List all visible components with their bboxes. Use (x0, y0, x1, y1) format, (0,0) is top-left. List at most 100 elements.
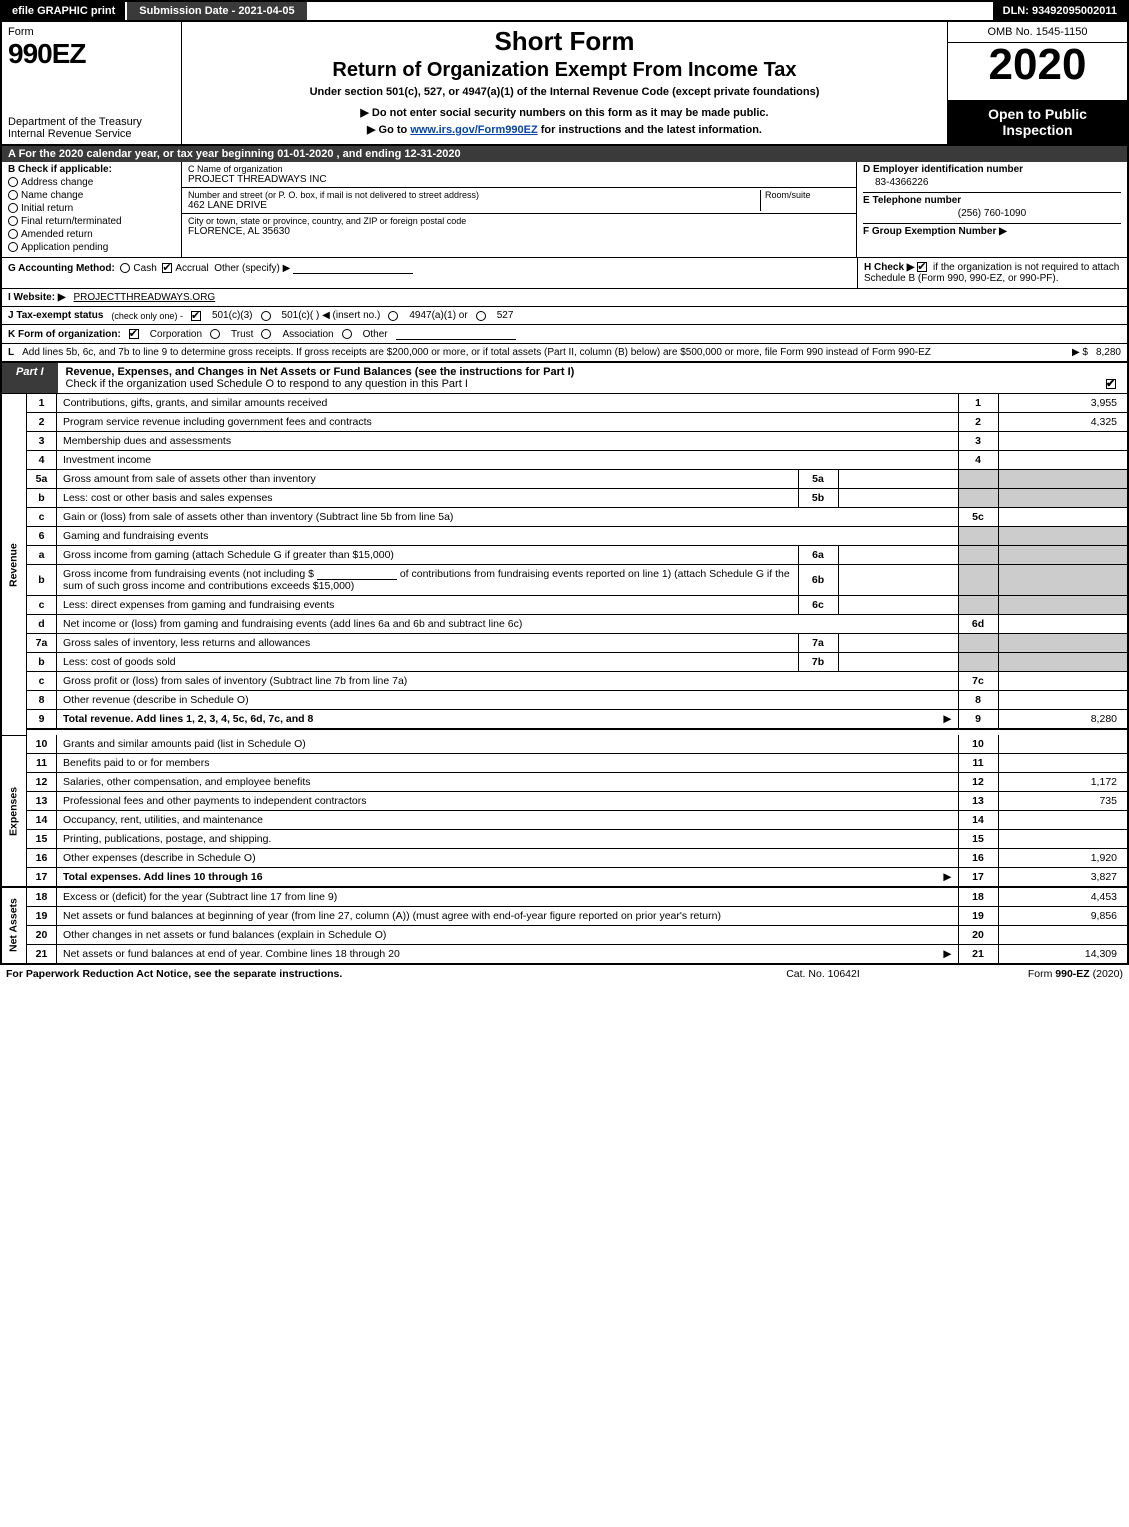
line-18-no: 18 (27, 887, 57, 907)
form-org-label: K Form of organization: (8, 329, 121, 340)
other-specify-blank[interactable] (293, 262, 413, 274)
line-12-val: 1,172 (998, 773, 1128, 792)
instr-goto-post: for instructions and the latest informat… (538, 124, 762, 136)
line-5b-rno (958, 489, 998, 508)
line-20-rno: 20 (958, 926, 998, 945)
chk-501c3[interactable] (191, 311, 201, 321)
telephone-value: (256) 760-1090 (863, 208, 1121, 219)
row-g-h: G Accounting Method: Cash Accrual Other … (0, 258, 1129, 289)
line-7a-mno: 7a (798, 634, 838, 653)
line-21-desc: Net assets or fund balances at end of ye… (63, 948, 400, 960)
chk-corporation[interactable] (129, 329, 139, 339)
line-3-rno: 3 (958, 432, 998, 451)
line-6c-mval (838, 596, 958, 615)
other-org-blank[interactable] (396, 328, 516, 340)
website-value[interactable]: PROJECTTHREADWAYS.ORG (74, 292, 216, 303)
line-10-val (998, 735, 1128, 754)
line-17-val: 3,827 (998, 868, 1128, 888)
line-7b-val (998, 653, 1128, 672)
chk-address-change[interactable]: Address change (8, 177, 175, 188)
line-6c-no: c (27, 596, 57, 615)
radio-527[interactable] (476, 311, 486, 321)
opt-4947: 4947(a)(1) or (409, 310, 467, 321)
line-11-desc: Benefits paid to or for members (63, 757, 209, 769)
line-6-val (998, 527, 1128, 546)
line-1-rno: 1 (958, 394, 998, 413)
opt-trust: Trust (231, 329, 253, 340)
subtitle: Under section 501(c), 527, or 4947(a)(1)… (192, 86, 937, 98)
chk-amended-return[interactable]: Amended return (8, 229, 175, 240)
line-19-desc: Net assets or fund balances at beginning… (63, 910, 721, 922)
chk-schedule-b[interactable] (917, 262, 927, 272)
line-14-val (998, 811, 1128, 830)
line-6d-rno: 6d (958, 615, 998, 634)
line-3-desc: Membership dues and assessments (63, 435, 231, 447)
header-right: OMB No. 1545-1150 2020 Open to Public In… (947, 22, 1127, 144)
website-label: I Website: ▶ (8, 292, 66, 303)
line-8-desc: Other revenue (describe in Schedule O) (63, 694, 249, 706)
netassets-sidebar: Net Assets (1, 887, 27, 964)
radio-cash[interactable] (120, 263, 130, 273)
line-18-rno: 18 (958, 887, 998, 907)
line-9-no: 9 (27, 710, 57, 730)
opt-cash: Cash (133, 263, 156, 274)
line-10-rno: 10 (958, 735, 998, 754)
line-19-rno: 19 (958, 907, 998, 926)
opt-corporation: Corporation (150, 329, 202, 340)
line-8-no: 8 (27, 691, 57, 710)
footer-catno: Cat. No. 10642I (723, 968, 923, 980)
tax-exempt-label: J Tax-exempt status (8, 310, 103, 321)
line-6a-mno: 6a (798, 546, 838, 565)
chk-name-change[interactable]: Name change (8, 190, 175, 201)
line-10-desc: Grants and similar amounts paid (list in… (63, 738, 306, 750)
chk-initial-return[interactable]: Initial return (8, 203, 175, 214)
row-k-form-org: K Form of organization: Corporation Trus… (0, 325, 1129, 344)
line-5b-mno: 5b (798, 489, 838, 508)
line-14-rno: 14 (958, 811, 998, 830)
header-title-block: Short Form Return of Organization Exempt… (182, 22, 947, 144)
room-label: Room/suite (765, 190, 850, 200)
radio-association[interactable] (261, 329, 271, 339)
opt-501c: 501(c)( ) ◀ (insert no.) (282, 310, 381, 321)
line-20-no: 20 (27, 926, 57, 945)
line-6d-no: d (27, 615, 57, 634)
line-15-rno: 15 (958, 830, 998, 849)
efile-print-button[interactable]: efile GRAPHIC print (2, 2, 127, 20)
line-7a-val (998, 634, 1128, 653)
line-6a-rno (958, 546, 998, 565)
irs-link[interactable]: www.irs.gov/Form990EZ (410, 124, 537, 136)
header-left: Form 990EZ Department of the Treasury In… (2, 22, 182, 144)
page-footer: For Paperwork Reduction Act Notice, see … (0, 965, 1129, 983)
line-6b-blank[interactable] (317, 568, 397, 580)
title-return: Return of Organization Exempt From Incom… (192, 59, 937, 82)
line-17-rno: 17 (958, 868, 998, 888)
chk-final-return[interactable]: Final return/terminated (8, 216, 175, 227)
line-18-val: 4,453 (998, 887, 1128, 907)
col-c-org-info: C Name of organization PROJECT THREADWAY… (182, 162, 857, 257)
line-6c-desc: Less: direct expenses from gaming and fu… (63, 599, 334, 611)
chk-schedule-o[interactable] (1106, 379, 1116, 389)
radio-trust[interactable] (210, 329, 220, 339)
line-6c-val (998, 596, 1128, 615)
form-word: Form (8, 26, 175, 38)
chk-application-pending[interactable]: Application pending (8, 242, 175, 253)
expenses-sidebar: Expenses (1, 735, 27, 887)
line-15-desc: Printing, publications, postage, and shi… (63, 833, 271, 845)
line-5c-desc: Gain or (loss) from sale of assets other… (63, 511, 453, 523)
line-13-no: 13 (27, 792, 57, 811)
radio-4947[interactable] (388, 311, 398, 321)
line-7c-val (998, 672, 1128, 691)
footer-paperwork: For Paperwork Reduction Act Notice, see … (6, 968, 723, 980)
instr-no-ssn: ▶ Do not enter social security numbers o… (192, 106, 937, 119)
line-7b-desc: Less: cost of goods sold (63, 656, 176, 668)
line-7b-mval (838, 653, 958, 672)
radio-501c[interactable] (261, 311, 271, 321)
line-6-rno (958, 527, 998, 546)
chk-accrual[interactable] (162, 263, 172, 273)
line-6a-val (998, 546, 1128, 565)
line-6a-no: a (27, 546, 57, 565)
line-5a-mval (838, 470, 958, 489)
radio-other-org[interactable] (342, 329, 352, 339)
top-bar: efile GRAPHIC print Submission Date - 20… (0, 0, 1129, 22)
line-3-val (998, 432, 1128, 451)
